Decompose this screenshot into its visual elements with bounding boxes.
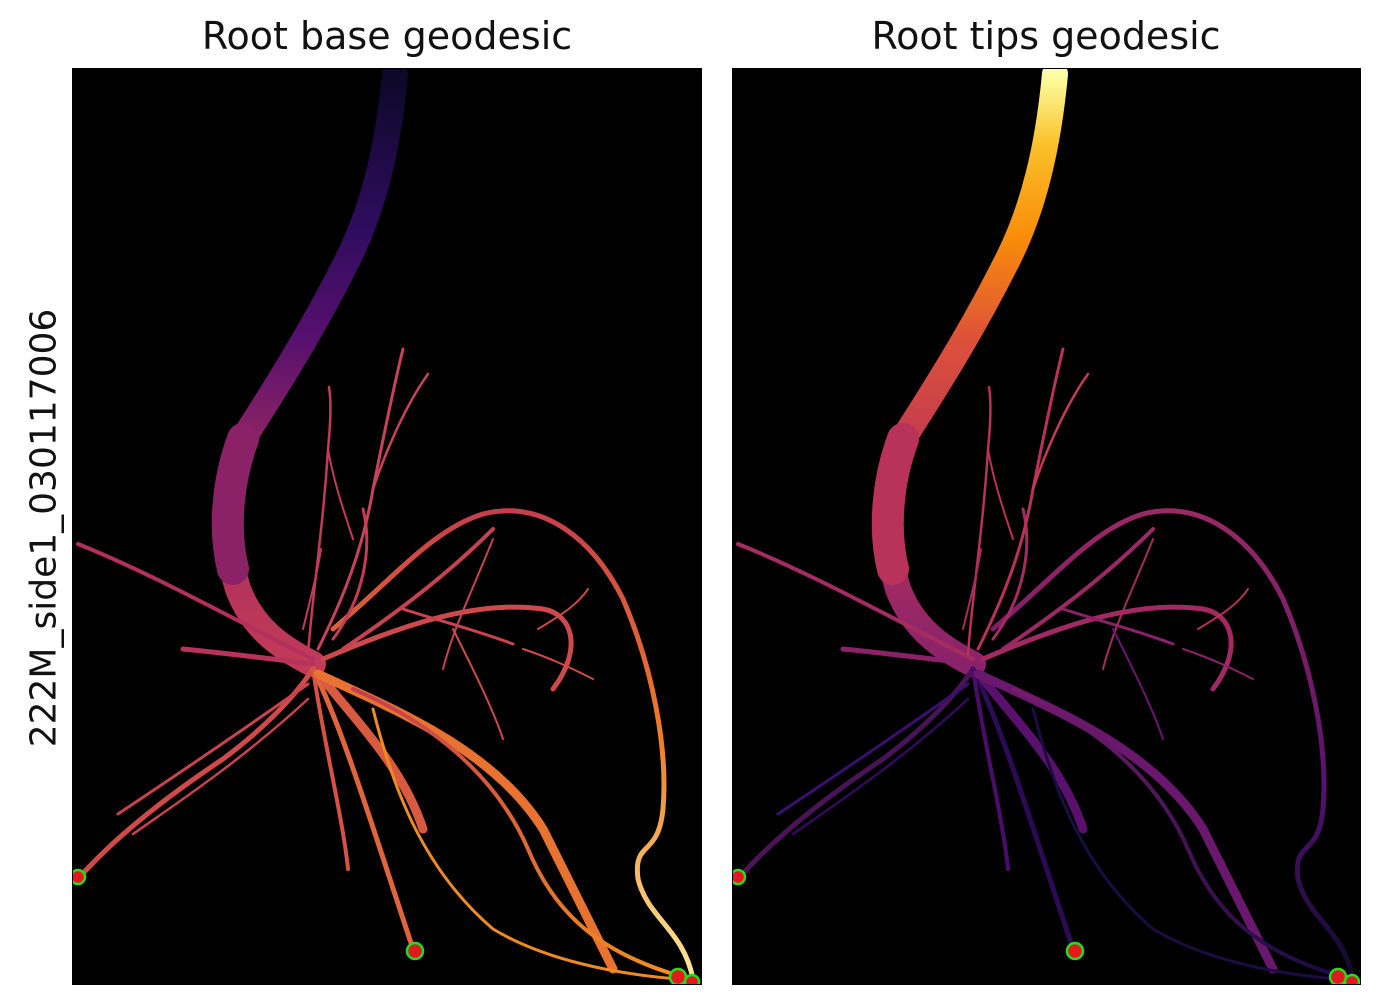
root-tips-geodesic-image bbox=[732, 68, 1361, 985]
root-tip-marker bbox=[1343, 973, 1360, 984]
root-system bbox=[75, 69, 696, 982]
panel-title-root-tips: Root tips geodesic bbox=[871, 14, 1221, 58]
root-tip-marker bbox=[733, 868, 747, 886]
root-tip-marker bbox=[668, 967, 688, 984]
root-tip-marker bbox=[405, 941, 425, 961]
tip-markers bbox=[733, 868, 1360, 984]
root-tip-marker bbox=[1328, 967, 1348, 984]
root-tip-marker bbox=[1065, 941, 1085, 961]
root-tip-marker bbox=[73, 868, 87, 886]
tip-markers bbox=[73, 868, 701, 984]
root-base-geodesic-image bbox=[72, 68, 702, 985]
sample-id-label: 222M_side1_030117006 bbox=[23, 308, 65, 748]
panel-title-root-base: Root base geodesic bbox=[201, 14, 573, 58]
root-tip-marker bbox=[683, 973, 701, 984]
root-system bbox=[735, 69, 1356, 982]
